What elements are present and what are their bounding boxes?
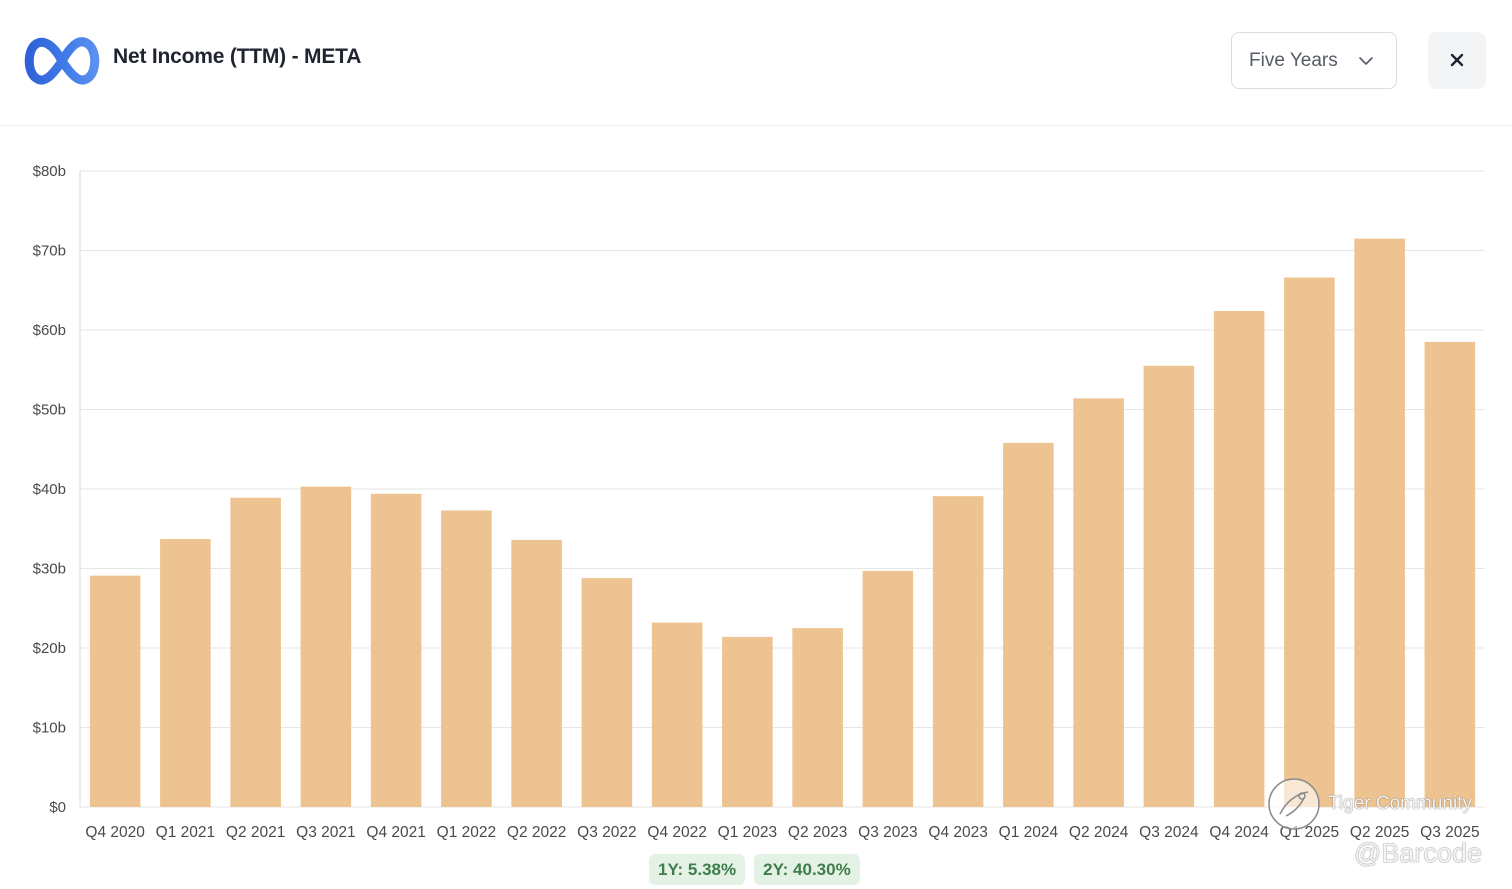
- x-tick-label: Q2 2023: [788, 824, 847, 841]
- watermark-text: Tiger Community: [1328, 793, 1472, 814]
- time-range-select[interactable]: Five Years: [1231, 32, 1397, 89]
- x-tick-label: Q4 2021: [366, 824, 425, 841]
- bar: [1213, 310, 1265, 807]
- x-tick-label: Q3 2022: [577, 824, 636, 841]
- tiger-community-logo-icon: [1268, 778, 1320, 830]
- bar: [1424, 341, 1476, 807]
- bar: [1143, 365, 1195, 807]
- x-tick-label: Q3 2021: [296, 824, 355, 841]
- y-tick-label: $60b: [33, 322, 66, 339]
- y-tick-label: $70b: [33, 243, 66, 260]
- y-tick-label: $10b: [33, 720, 66, 737]
- x-tick-label: Q1 2021: [156, 824, 215, 841]
- x-tick-label: Q3 2024: [1139, 824, 1199, 841]
- watermark-handle: @Barcode: [1354, 838, 1482, 868]
- time-range-value: Five Years: [1249, 50, 1338, 71]
- meta-logo-icon: [24, 37, 100, 85]
- bar: [89, 575, 141, 807]
- x-tick-label: Q4 2022: [647, 824, 706, 841]
- bar: [160, 539, 211, 807]
- x-tick-label: Q2 2025: [1350, 824, 1409, 841]
- x-tick-label: Q2 2022: [507, 824, 566, 841]
- x-tick-label: Q4 2023: [928, 824, 987, 841]
- close-icon: [1450, 53, 1464, 67]
- x-tick-label: Q1 2024: [999, 824, 1059, 841]
- y-tick-label: $50b: [33, 402, 66, 419]
- bar: [1284, 277, 1335, 807]
- x-tick-label: Q3 2023: [858, 824, 917, 841]
- x-tick-label: Q2 2024: [1069, 824, 1129, 841]
- page-title: Net Income (TTM) - META: [113, 45, 362, 68]
- growth-badge-2y: 2Y: 40.30%: [754, 854, 860, 885]
- y-tick-label: $0: [49, 799, 66, 816]
- bar: [932, 496, 984, 807]
- y-tick-label: $80b: [33, 163, 66, 180]
- bar: [862, 570, 914, 807]
- chevron-down-icon: [1359, 57, 1373, 65]
- bar: [651, 622, 703, 807]
- modal-header: Net Income (TTM) - META Five Years: [0, 0, 1512, 126]
- net-income-bar-chart: $0 $10b $20b $30b $40b $50b $60b $70b $80b Q4 20…: [33, 163, 1485, 841]
- bar: [1003, 442, 1054, 807]
- y-tick-label: $30b: [33, 561, 66, 578]
- x-tick-label: Q4 2024: [1209, 824, 1269, 841]
- bar: [370, 493, 422, 807]
- bar: [511, 539, 562, 807]
- y-tick-label: $40b: [33, 481, 66, 498]
- close-button[interactable]: [1428, 32, 1486, 89]
- bar: [300, 486, 352, 807]
- bar: [722, 636, 773, 807]
- growth-badge-1y: 1Y: 5.38%: [649, 854, 746, 885]
- x-tick-label: Q2 2021: [226, 824, 285, 841]
- watermark: Tiger Community @Barcode: [1266, 776, 1486, 886]
- y-tick-label: $20b: [33, 640, 66, 657]
- x-tick-label: Q1 2023: [718, 824, 777, 841]
- growth-badges: 1Y: 5.38% 2Y: 40.30%: [649, 854, 860, 885]
- x-tick-label: Q1 2022: [437, 824, 496, 841]
- bar: [1354, 238, 1405, 807]
- bar: [792, 628, 843, 807]
- bar: [441, 510, 492, 807]
- bar: [1073, 398, 1124, 807]
- x-tick-label: Q3 2025: [1420, 824, 1479, 841]
- bar: [581, 578, 633, 807]
- x-tick-label: Q4 2020: [85, 824, 145, 841]
- bar: [230, 497, 281, 807]
